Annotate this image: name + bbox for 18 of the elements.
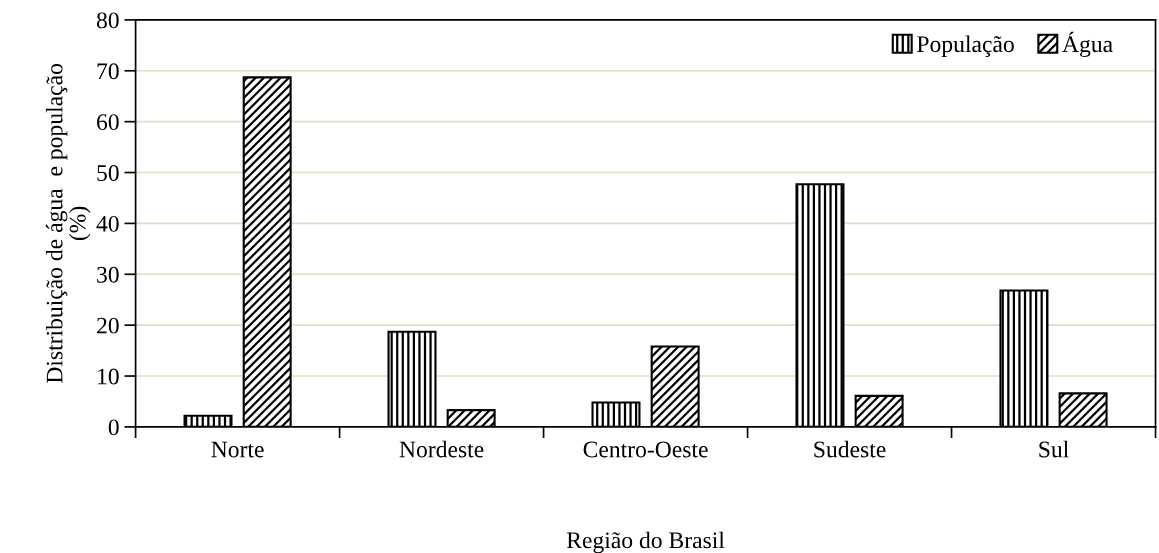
y-tick-label: 40 (96, 215, 119, 232)
y-axis-title: Distribuição de água e população (%) (45, 64, 91, 384)
x-tick-label: Norte (211, 441, 264, 458)
x-axis-title: Região do Brasil (566, 531, 725, 553)
x-tick-label: Centro-Oeste (583, 441, 708, 458)
y-tick-label: 30 (97, 266, 119, 283)
y-tick-label: 80 (96, 12, 119, 29)
x-tick-label: Nordeste (399, 440, 484, 458)
x-tick-label: Sudeste (814, 440, 886, 458)
y-tick-label: 70 (97, 63, 119, 80)
y-tick-label: 10 (98, 368, 119, 385)
legend-label: População (917, 35, 1014, 57)
legend-label: Água (1062, 31, 1113, 57)
y-tick-label: 0 (108, 419, 119, 436)
y-tick-label: 20 (97, 317, 119, 334)
y-tick-label: 60 (97, 114, 119, 131)
x-tick-label: Sul (1039, 440, 1069, 458)
y-tick-label: 50 (97, 165, 119, 181)
